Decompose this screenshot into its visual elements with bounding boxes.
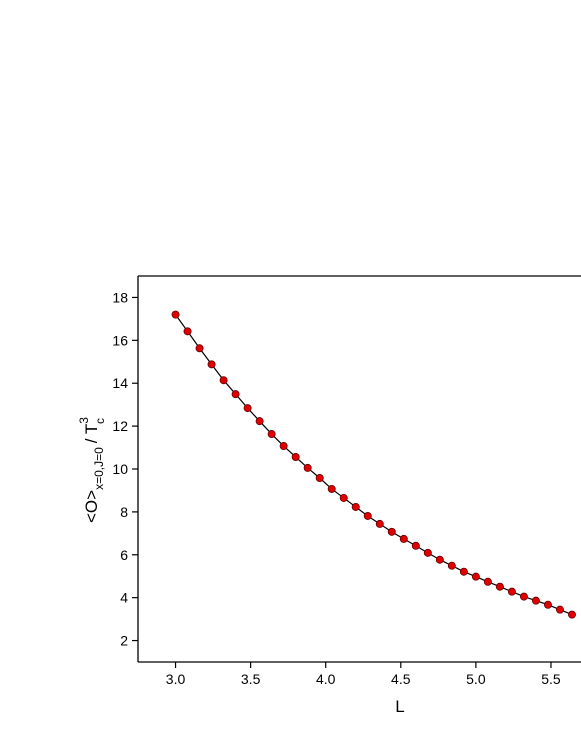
data-point — [567, 610, 576, 619]
y-tick-label: 10 — [112, 461, 128, 477]
data-point — [207, 360, 216, 369]
y-tick-label: 4 — [120, 590, 128, 606]
data-point — [315, 474, 324, 483]
fit-line — [175, 314, 573, 616]
y-label-main: <O> — [82, 490, 101, 523]
y-label-sep: / T — [82, 424, 101, 444]
y-tick-label: 14 — [112, 375, 128, 391]
x-tick-label: 4.5 — [391, 671, 411, 687]
x-tick-label: 4.0 — [316, 671, 336, 687]
data-point — [483, 577, 492, 586]
y-tick-label: 18 — [112, 289, 128, 305]
data-point — [423, 548, 432, 557]
data-point — [171, 310, 180, 319]
data-point — [243, 404, 252, 413]
x-tick-label: 3.0 — [166, 671, 186, 687]
data-point — [447, 561, 456, 570]
y-label-sup: 3 — [77, 417, 91, 424]
y-label-sub2: c — [93, 418, 107, 424]
data-point — [555, 605, 564, 614]
data-point — [519, 592, 528, 601]
y-tick-label: 12 — [112, 418, 128, 434]
y-tick-label: 8 — [120, 504, 128, 520]
y-axis-label: <O>x=0,J=0 / T3 c — [77, 417, 107, 523]
data-point — [363, 511, 372, 520]
x-tick-label: 5.0 — [466, 671, 486, 687]
data-point — [183, 327, 192, 336]
data-point — [267, 430, 276, 439]
x-tick-label: 5.5 — [541, 671, 561, 687]
data-point — [471, 572, 480, 581]
data-point — [543, 600, 552, 609]
data-point — [195, 344, 204, 353]
y-label-sub: x=0,J=0 — [92, 447, 106, 490]
data-point — [327, 484, 336, 493]
data-point — [303, 463, 312, 472]
data-point — [339, 493, 348, 502]
data-point — [291, 452, 300, 461]
data-point — [375, 519, 384, 528]
data-point — [255, 417, 264, 426]
data-point — [435, 555, 444, 564]
data-point — [459, 567, 468, 576]
data-point — [279, 442, 288, 451]
axes-frame — [137, 275, 581, 663]
x-tick-label: 3.5 — [241, 671, 261, 687]
data-point — [231, 390, 240, 399]
y-tick-label: 16 — [112, 332, 128, 348]
x-axis-label: L — [395, 697, 404, 716]
data-point — [495, 582, 504, 591]
y-tick-label: 2 — [120, 633, 128, 649]
data-point — [399, 534, 408, 543]
data-point — [351, 502, 360, 511]
y-tick-label: 6 — [120, 547, 128, 563]
data-point — [507, 587, 516, 596]
data-point — [411, 541, 420, 550]
data-point — [387, 527, 396, 536]
data-point — [531, 596, 540, 605]
data-point — [219, 376, 228, 385]
